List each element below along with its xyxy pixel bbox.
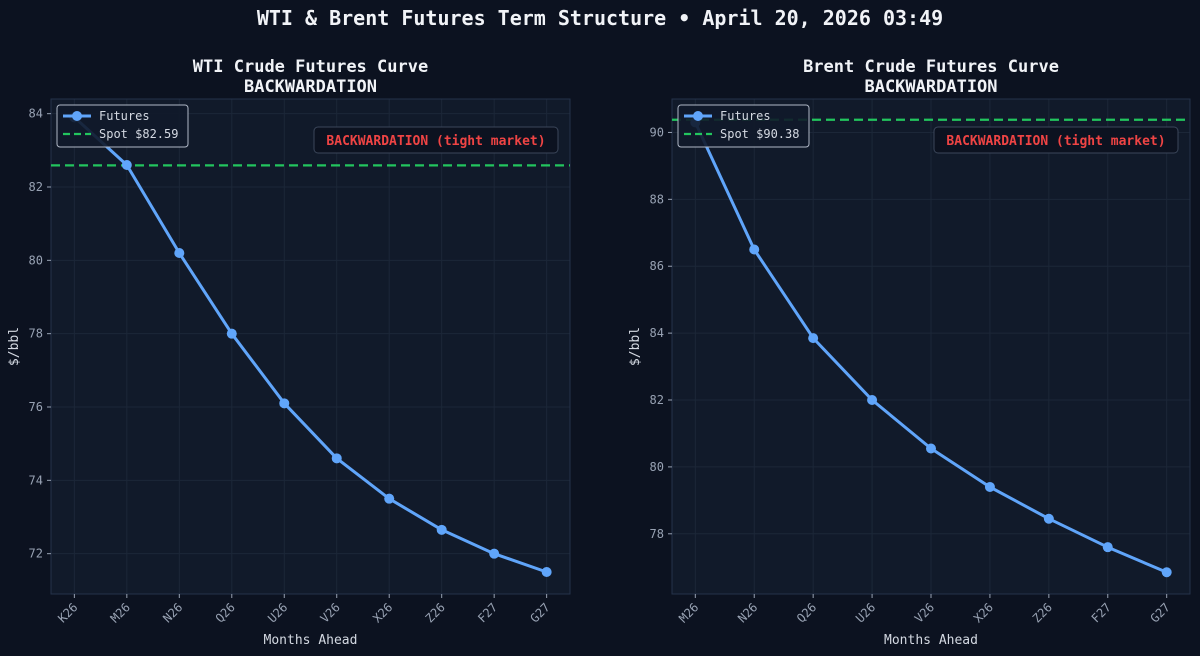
x-tick-label: G27 bbox=[1148, 600, 1173, 625]
annotation-text: BACKWARDATION (tight market) bbox=[326, 134, 545, 149]
legend-spot-label: Spot $90.38 bbox=[720, 127, 799, 141]
futures-point bbox=[226, 328, 237, 339]
futures-point bbox=[384, 493, 395, 504]
y-tick-label: 84 bbox=[650, 326, 664, 340]
futures-line bbox=[73, 116, 548, 574]
x-tick-label: V26 bbox=[912, 600, 937, 625]
futures-point bbox=[174, 248, 185, 258]
x-tick-label: Z26 bbox=[1030, 600, 1055, 625]
x-tick-label: F27 bbox=[475, 600, 500, 625]
x-tick-label: M26 bbox=[676, 600, 701, 625]
legend-futures-label: Futures bbox=[99, 109, 150, 123]
figure-title: WTI & Brent Futures Term Structure • Apr… bbox=[256, 6, 944, 30]
y-axis-label: $/bbl bbox=[628, 327, 643, 366]
annotation-box bbox=[313, 126, 559, 154]
y-tick-label: 78 bbox=[650, 527, 664, 541]
chart-subtitle: BACKWARDATION bbox=[864, 77, 997, 97]
futures-point bbox=[1102, 542, 1113, 553]
futures-point bbox=[867, 395, 878, 406]
x-tick-label: K26 bbox=[55, 600, 80, 625]
x-tick-label: G27 bbox=[528, 600, 553, 625]
x-tick-label: N26 bbox=[160, 600, 185, 625]
x-tick-label: Z26 bbox=[423, 600, 448, 625]
annotation-box bbox=[933, 126, 1179, 154]
x-tick-label: Q26 bbox=[794, 600, 819, 625]
legend: Futures Spot $90.38 bbox=[677, 104, 810, 148]
x-axis-label: Months Ahead bbox=[264, 633, 358, 648]
futures-point bbox=[808, 333, 819, 344]
x-tick-label: X26 bbox=[971, 600, 996, 625]
y-tick-label: 82 bbox=[29, 180, 43, 194]
futures-point bbox=[331, 453, 342, 464]
futures-point bbox=[436, 524, 447, 535]
futures-point bbox=[1043, 513, 1054, 524]
y-tick-label: 80 bbox=[650, 460, 664, 474]
y-tick-label: 74 bbox=[29, 473, 43, 487]
y-tick-label: 90 bbox=[650, 125, 664, 139]
y-tick-label: 84 bbox=[29, 107, 43, 121]
plot-area bbox=[51, 99, 570, 594]
futures-point bbox=[489, 548, 500, 559]
y-axis-label: $/bbl bbox=[7, 327, 22, 366]
legend-futures-marker bbox=[693, 111, 703, 121]
annotation-text: BACKWARDATION (tight market) bbox=[946, 134, 1165, 149]
y-tick-label: 80 bbox=[29, 253, 43, 267]
x-tick-label: V26 bbox=[318, 600, 343, 625]
futures-point bbox=[541, 567, 552, 577]
futures-point bbox=[1161, 567, 1172, 578]
chart-title: WTI Crude Futures Curve bbox=[193, 57, 428, 77]
x-tick-label: U26 bbox=[853, 600, 878, 625]
chart-title: Brent Crude Futures Curve bbox=[803, 57, 1059, 77]
y-tick-label: 86 bbox=[650, 259, 664, 273]
futures-point bbox=[926, 443, 936, 454]
legend-futures-marker bbox=[72, 111, 82, 121]
futures-point bbox=[279, 398, 290, 409]
x-tick-label: N26 bbox=[735, 600, 760, 625]
y-tick-label: 72 bbox=[29, 547, 43, 561]
legend: Futures Spot $82.59 bbox=[56, 104, 189, 148]
legend-futures-label: Futures bbox=[720, 109, 771, 123]
legend-spot-label: Spot $82.59 bbox=[99, 127, 178, 141]
y-tick-label: 78 bbox=[29, 327, 43, 341]
x-tick-label: F27 bbox=[1089, 600, 1114, 625]
y-tick-label: 88 bbox=[650, 192, 664, 206]
y-tick-label: 82 bbox=[650, 393, 664, 407]
x-tick-label: X26 bbox=[370, 600, 395, 625]
futures-point bbox=[121, 160, 132, 170]
futures-point bbox=[984, 481, 995, 492]
x-axis-label: Months Ahead bbox=[884, 633, 978, 648]
x-tick-label: M26 bbox=[108, 600, 133, 625]
x-tick-label: U26 bbox=[265, 600, 290, 625]
chart-subtitle: BACKWARDATION bbox=[244, 77, 377, 97]
x-tick-label: Q26 bbox=[213, 600, 238, 625]
plot-frame bbox=[50, 98, 571, 595]
y-tick-label: 76 bbox=[29, 400, 43, 414]
futures-point bbox=[749, 244, 760, 255]
